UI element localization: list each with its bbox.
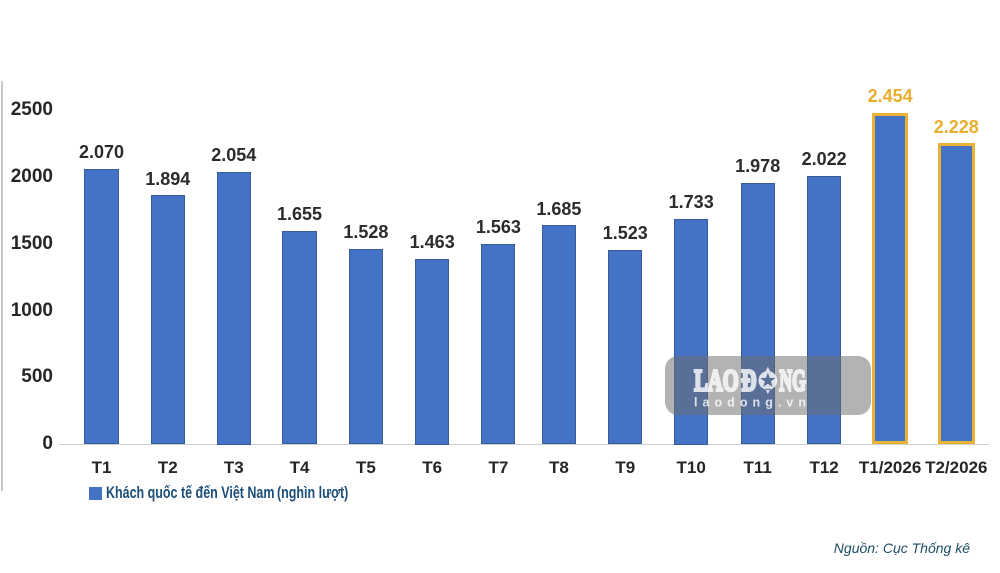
svg-text:Đ: Đ	[741, 363, 756, 398]
svg-text:LAO: LAO	[694, 363, 739, 398]
svg-text:NG: NG	[779, 363, 805, 398]
